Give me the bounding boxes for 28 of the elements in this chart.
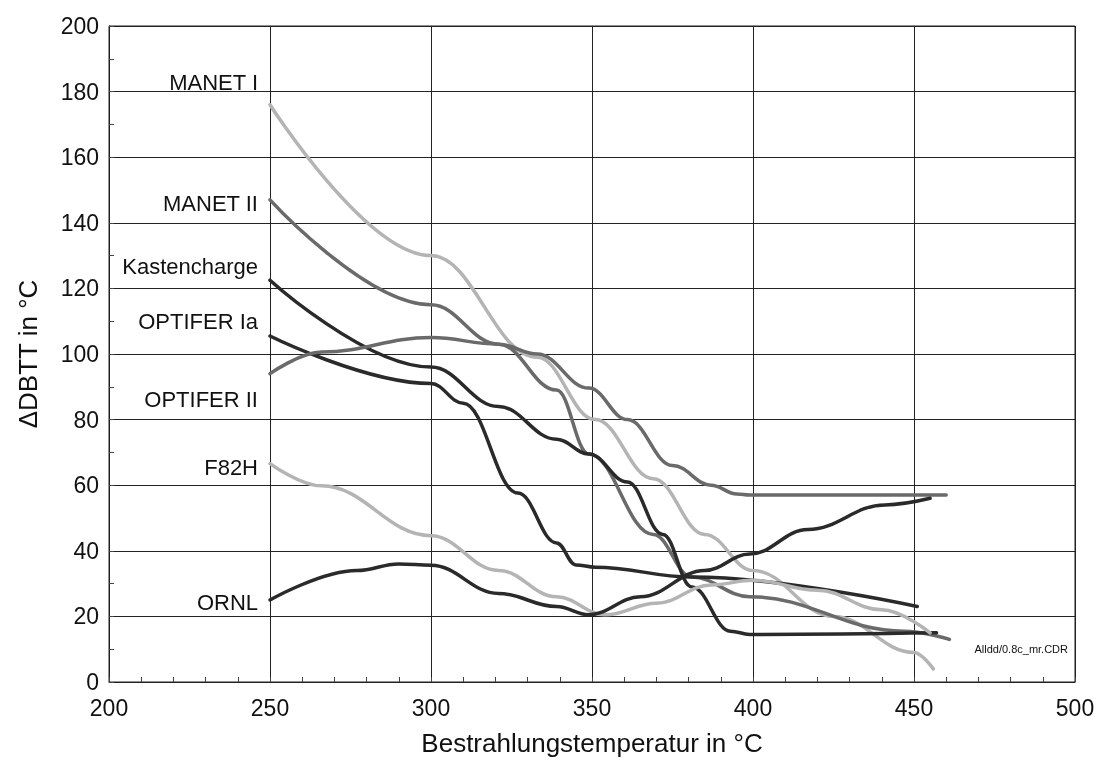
x-tick-label: 500 xyxy=(1055,694,1095,721)
series-label: OPTIFER II xyxy=(144,387,258,413)
x-tick-label: 300 xyxy=(411,694,451,721)
y-tick-label: 140 xyxy=(60,209,99,236)
x-axis-title: Bestrahlungstemperatur in °C xyxy=(421,728,763,758)
x-tick-label: 450 xyxy=(894,694,934,721)
x-tick-label: 250 xyxy=(250,694,290,721)
y-tick-label: 80 xyxy=(73,406,99,433)
y-tick-label: 180 xyxy=(60,78,99,105)
y-tick-label: 100 xyxy=(60,341,99,367)
y-tick-label: 200 xyxy=(60,13,99,39)
x-tick-label: 350 xyxy=(572,694,612,721)
series-label: MANET I xyxy=(169,70,258,96)
x-tick-label: 400 xyxy=(733,694,773,721)
y-tick-label: 120 xyxy=(60,275,99,302)
series-label: MANET II xyxy=(163,191,258,217)
y-tick-label: 160 xyxy=(60,144,99,171)
series-label: OPTIFER Ia xyxy=(138,309,259,335)
y-axis-title: ΔDBTT in °C xyxy=(13,279,43,429)
series-label: ORNL xyxy=(196,589,258,615)
y-tick-label: 0 xyxy=(86,669,99,695)
y-tick-label: 20 xyxy=(73,603,99,630)
y-tick-label: 40 xyxy=(73,537,99,564)
series-label: Kastencharge xyxy=(122,253,258,279)
series-label: F82H xyxy=(204,455,258,481)
annotation: Alldd/0.8c_mr.CDR xyxy=(974,642,1069,655)
y-tick-label: 60 xyxy=(73,472,99,499)
line-series xyxy=(268,102,936,671)
